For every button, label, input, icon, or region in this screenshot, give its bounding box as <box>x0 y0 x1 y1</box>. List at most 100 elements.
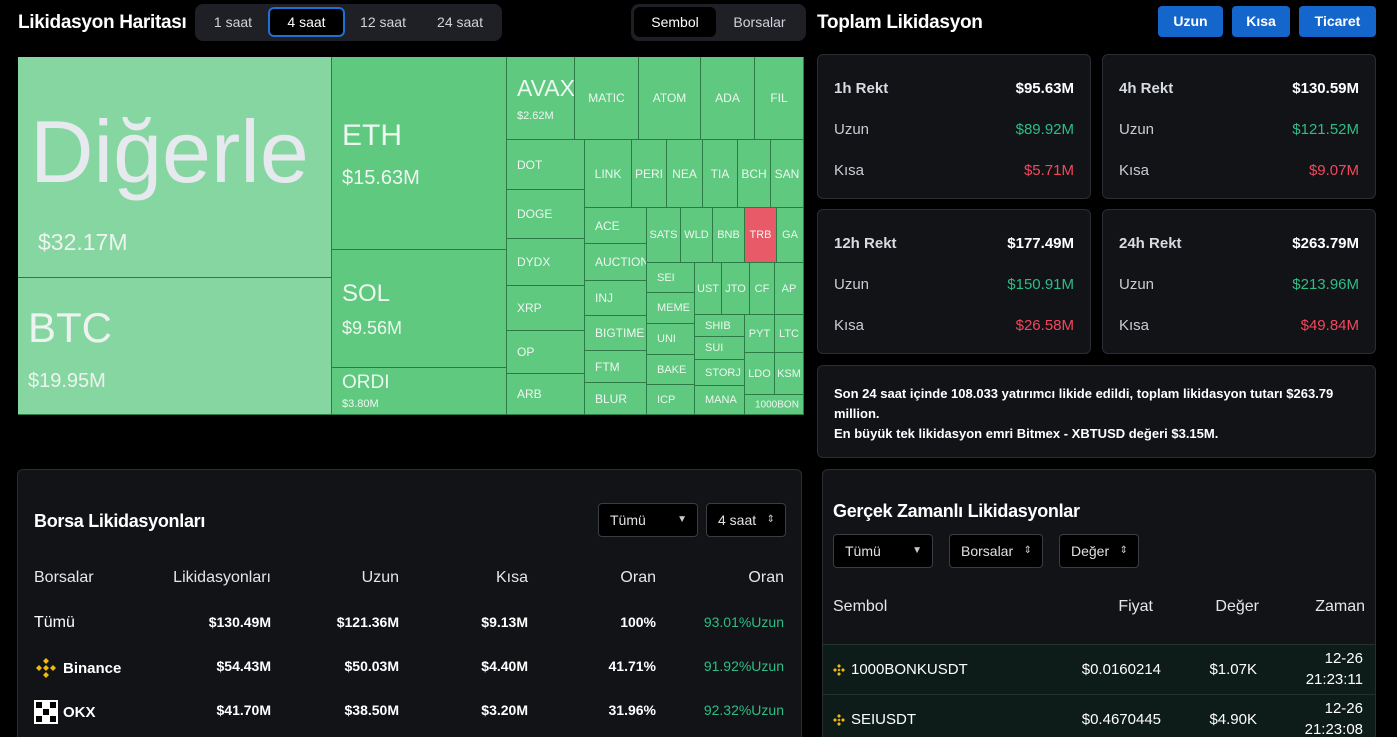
tile-jto[interactable]: JTO <box>722 263 750 315</box>
tile-sui[interactable]: SUI <box>695 337 745 360</box>
tile-meme[interactable]: MEME <box>647 293 695 324</box>
tile-fil[interactable]: FIL <box>755 57 804 140</box>
value-select[interactable]: Değer ⇕ <box>1059 534 1139 568</box>
tile-symbol: AP <box>781 282 797 295</box>
tile-sei[interactable]: SEI <box>647 263 695 293</box>
exchange-filter-select[interactable]: Tümü ▼ <box>598 503 698 537</box>
trade-button[interactable]: Ticaret <box>1299 6 1376 37</box>
tile-sats[interactable]: SATS <box>647 208 681 263</box>
realtime-liquidations-panel: Gerçek Zamanlı Likidasyonlar Tümü ▼ Bors… <box>822 469 1376 737</box>
tile-symbol: INJ <box>595 291 613 305</box>
tile-op[interactable]: OP <box>507 331 585 374</box>
exchange-okx[interactable]: OKX <box>34 700 96 724</box>
rekt-card-1h: 1h Rekt $95.63M Uzun $89.92M Kısa $5.71M <box>817 54 1091 199</box>
tile-btc[interactable]: BTC $19.95M <box>18 278 332 415</box>
symbol-text: 1000BONKUSDT <box>851 661 968 678</box>
tile-avax[interactable]: AVAX $2.62M <box>507 57 575 140</box>
tile-bch[interactable]: BCH <box>738 140 771 208</box>
tab-1-saat[interactable]: 1 saat <box>213 14 253 30</box>
tab-24-saat[interactable]: 24 saat <box>437 14 483 30</box>
tile-blur[interactable]: BLUR <box>585 383 647 415</box>
time-cell: 12-26 21:23:08 <box>1263 698 1363 737</box>
select-value: 4 saat <box>718 512 757 528</box>
long-button[interactable]: Uzun <box>1158 6 1223 37</box>
tile-ltc[interactable]: LTC <box>775 315 804 353</box>
tile-arb[interactable]: ARB <box>507 374 585 415</box>
tile-near[interactable]: NEA <box>667 140 703 208</box>
okx-logo-icon <box>34 700 58 724</box>
tile-xrp[interactable]: XRP <box>507 286 585 331</box>
tile-symbol: ICP <box>657 393 676 406</box>
tab-12-saat[interactable]: 12 saat <box>360 14 406 30</box>
tile-ldo[interactable]: LDO <box>745 353 775 395</box>
tile-tia[interactable]: TIA <box>703 140 738 208</box>
tile-symbol: BCH <box>741 166 767 181</box>
long-value: $150.91M <box>1007 276 1074 293</box>
tab-sembol[interactable]: Sembol <box>634 7 716 37</box>
tile-inj[interactable]: INJ <box>585 281 647 316</box>
tile-symbol: BAKE <box>657 363 687 376</box>
exchange-select[interactable]: Borsalar ⇕ <box>949 534 1043 568</box>
realtime-filter-select[interactable]: Tümü ▼ <box>833 534 933 568</box>
tile-1000bonk[interactable]: 1000BON <box>745 395 804 415</box>
short-value: $9.07M <box>1308 162 1359 179</box>
exchange-name: Tümü <box>34 614 75 631</box>
panel-title: Borsa Likidasyonları <box>34 511 206 531</box>
tile-ape[interactable]: AP <box>775 263 804 315</box>
tile-doge[interactable]: DOGE <box>507 190 585 239</box>
tile-sand[interactable]: SAN <box>771 140 804 208</box>
tile-icp[interactable]: ICP <box>647 385 695 415</box>
tile-cfx[interactable]: CF <box>750 263 775 315</box>
tile-peri[interactable]: PERI <box>632 140 667 208</box>
liquidation-row[interactable]: SEIUSDT $0.4670445 $4.90K 12-26 21:23:08 <box>823 694 1375 737</box>
tile-mana[interactable]: MANA <box>695 386 745 415</box>
sort-updown-icon: ⇕ <box>1119 545 1128 556</box>
tile-bake[interactable]: BAKE <box>647 355 695 385</box>
tile-sol[interactable]: SOL $9.56M <box>332 250 507 368</box>
liquidation-row[interactable]: 1000BONKUSDT $0.0160214 $1.07K 12-26 21:… <box>823 644 1375 694</box>
tile-eth[interactable]: ETH $15.63M <box>332 57 507 250</box>
tile-symbol: WLD <box>684 229 709 241</box>
tile-ordi[interactable]: ORDI $3.80M <box>332 368 507 415</box>
card-label: 4h Rekt <box>1119 80 1174 97</box>
tile-ksm[interactable]: KSM <box>775 353 804 395</box>
tile-symbol: ADA <box>715 91 740 105</box>
tile-ustc[interactable]: UST <box>695 263 722 315</box>
tile-trb[interactable]: TRB <box>745 208 777 263</box>
tile-dot[interactable]: DOT <box>507 140 585 190</box>
tile-matic[interactable]: MATIC <box>575 57 639 140</box>
tab-4-saat[interactable]: 4 saat <box>268 7 345 37</box>
card-label: 12h Rekt <box>834 235 897 252</box>
tile-ftm[interactable]: FTM <box>585 351 647 383</box>
tile-bnb[interactable]: BNB <box>713 208 745 263</box>
ratio-value: 91.92%Uzun <box>703 658 784 674</box>
tile-gas[interactable]: GA <box>777 208 804 263</box>
symbol-cell: 1000BONKUSDT <box>833 661 968 678</box>
short-button[interactable]: Kısa <box>1232 6 1290 37</box>
tile-ada[interactable]: ADA <box>701 57 755 140</box>
tile-link[interactable]: LINK <box>585 140 632 208</box>
tile-others[interactable]: Diğerle $32.17M <box>18 57 332 278</box>
exchange-binance[interactable]: Binance <box>34 656 121 680</box>
tile-symbol: OP <box>517 345 535 359</box>
tile-auction[interactable]: AUCTION <box>585 244 647 281</box>
tile-atom[interactable]: ATOM <box>639 57 701 140</box>
tile-ace[interactable]: ACE <box>585 208 647 244</box>
col-ratio: Oran <box>748 569 784 586</box>
period-select[interactable]: 4 saat ⇕ <box>706 503 786 537</box>
tile-symbol: UNI <box>657 333 676 345</box>
tile-symbol: MATIC <box>588 91 625 105</box>
tile-value: $19.95M <box>28 370 106 392</box>
col-value: Değer <box>1215 598 1259 615</box>
tile-storj[interactable]: STORJ <box>695 360 745 386</box>
tile-symbol: XRP <box>517 301 542 315</box>
tile-pyth[interactable]: PYT <box>745 315 775 353</box>
tile-dydx[interactable]: DYDX <box>507 239 585 286</box>
tile-bigtime[interactable]: BIGTIME <box>585 316 647 351</box>
long-label: Uzun <box>1119 276 1155 293</box>
tile-shib[interactable]: SHIB <box>695 315 745 337</box>
tile-uni[interactable]: UNI <box>647 324 695 355</box>
tile-symbol: SUI <box>705 342 724 354</box>
tile-wld[interactable]: WLD <box>681 208 713 263</box>
tab-borsalar[interactable]: Borsalar <box>733 14 786 30</box>
